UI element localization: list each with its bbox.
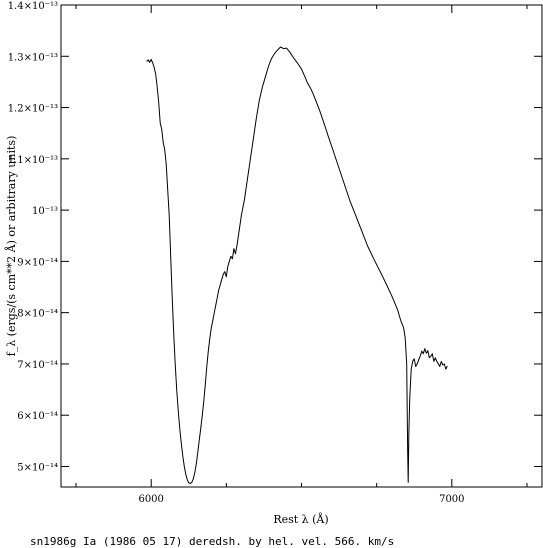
y-tick-label: 7×10⁻¹⁴ [17,360,58,371]
y-axis-title: f_λ (ergs/(s cm**2 Å) or arbitrary units… [4,136,18,357]
y-tick-label: 5×10⁻¹⁴ [17,462,58,473]
series-layer [146,46,448,484]
caption: sn1986g Ia (1986 05 17) deredsh. by hel.… [30,535,394,548]
y-tick-label: 1.4×10⁻¹³ [8,1,58,12]
y-tick-label: 1.1×10⁻¹³ [8,155,58,166]
x-axis-title: Rest λ (Å) [273,512,328,526]
y-axis-ticks: 5×10⁻¹⁴ 6×10⁻¹⁴ 7×10⁻¹⁴ 8×10⁻¹⁴ 9×10⁻¹⁴ 10⁻¹³… [8,1,542,473]
y-tick-label: 9×10⁻¹⁴ [17,257,58,268]
plot-frame [60,4,543,488]
y-tick-label: 10⁻¹³ [32,206,58,217]
y-tick-label: 8×10⁻¹⁴ [17,309,58,320]
x-axis-ticks: 6000 7000 [75,5,528,505]
x-tick-label: 6000 [138,494,163,505]
spectrum-line [146,46,448,484]
y-tick-label: 1.3×10⁻¹³ [8,52,58,63]
y-tick-label: 1.2×10⁻¹³ [8,104,58,115]
y-tick-label: 6×10⁻¹⁴ [17,411,58,422]
x-tick-label: 7000 [439,494,464,505]
